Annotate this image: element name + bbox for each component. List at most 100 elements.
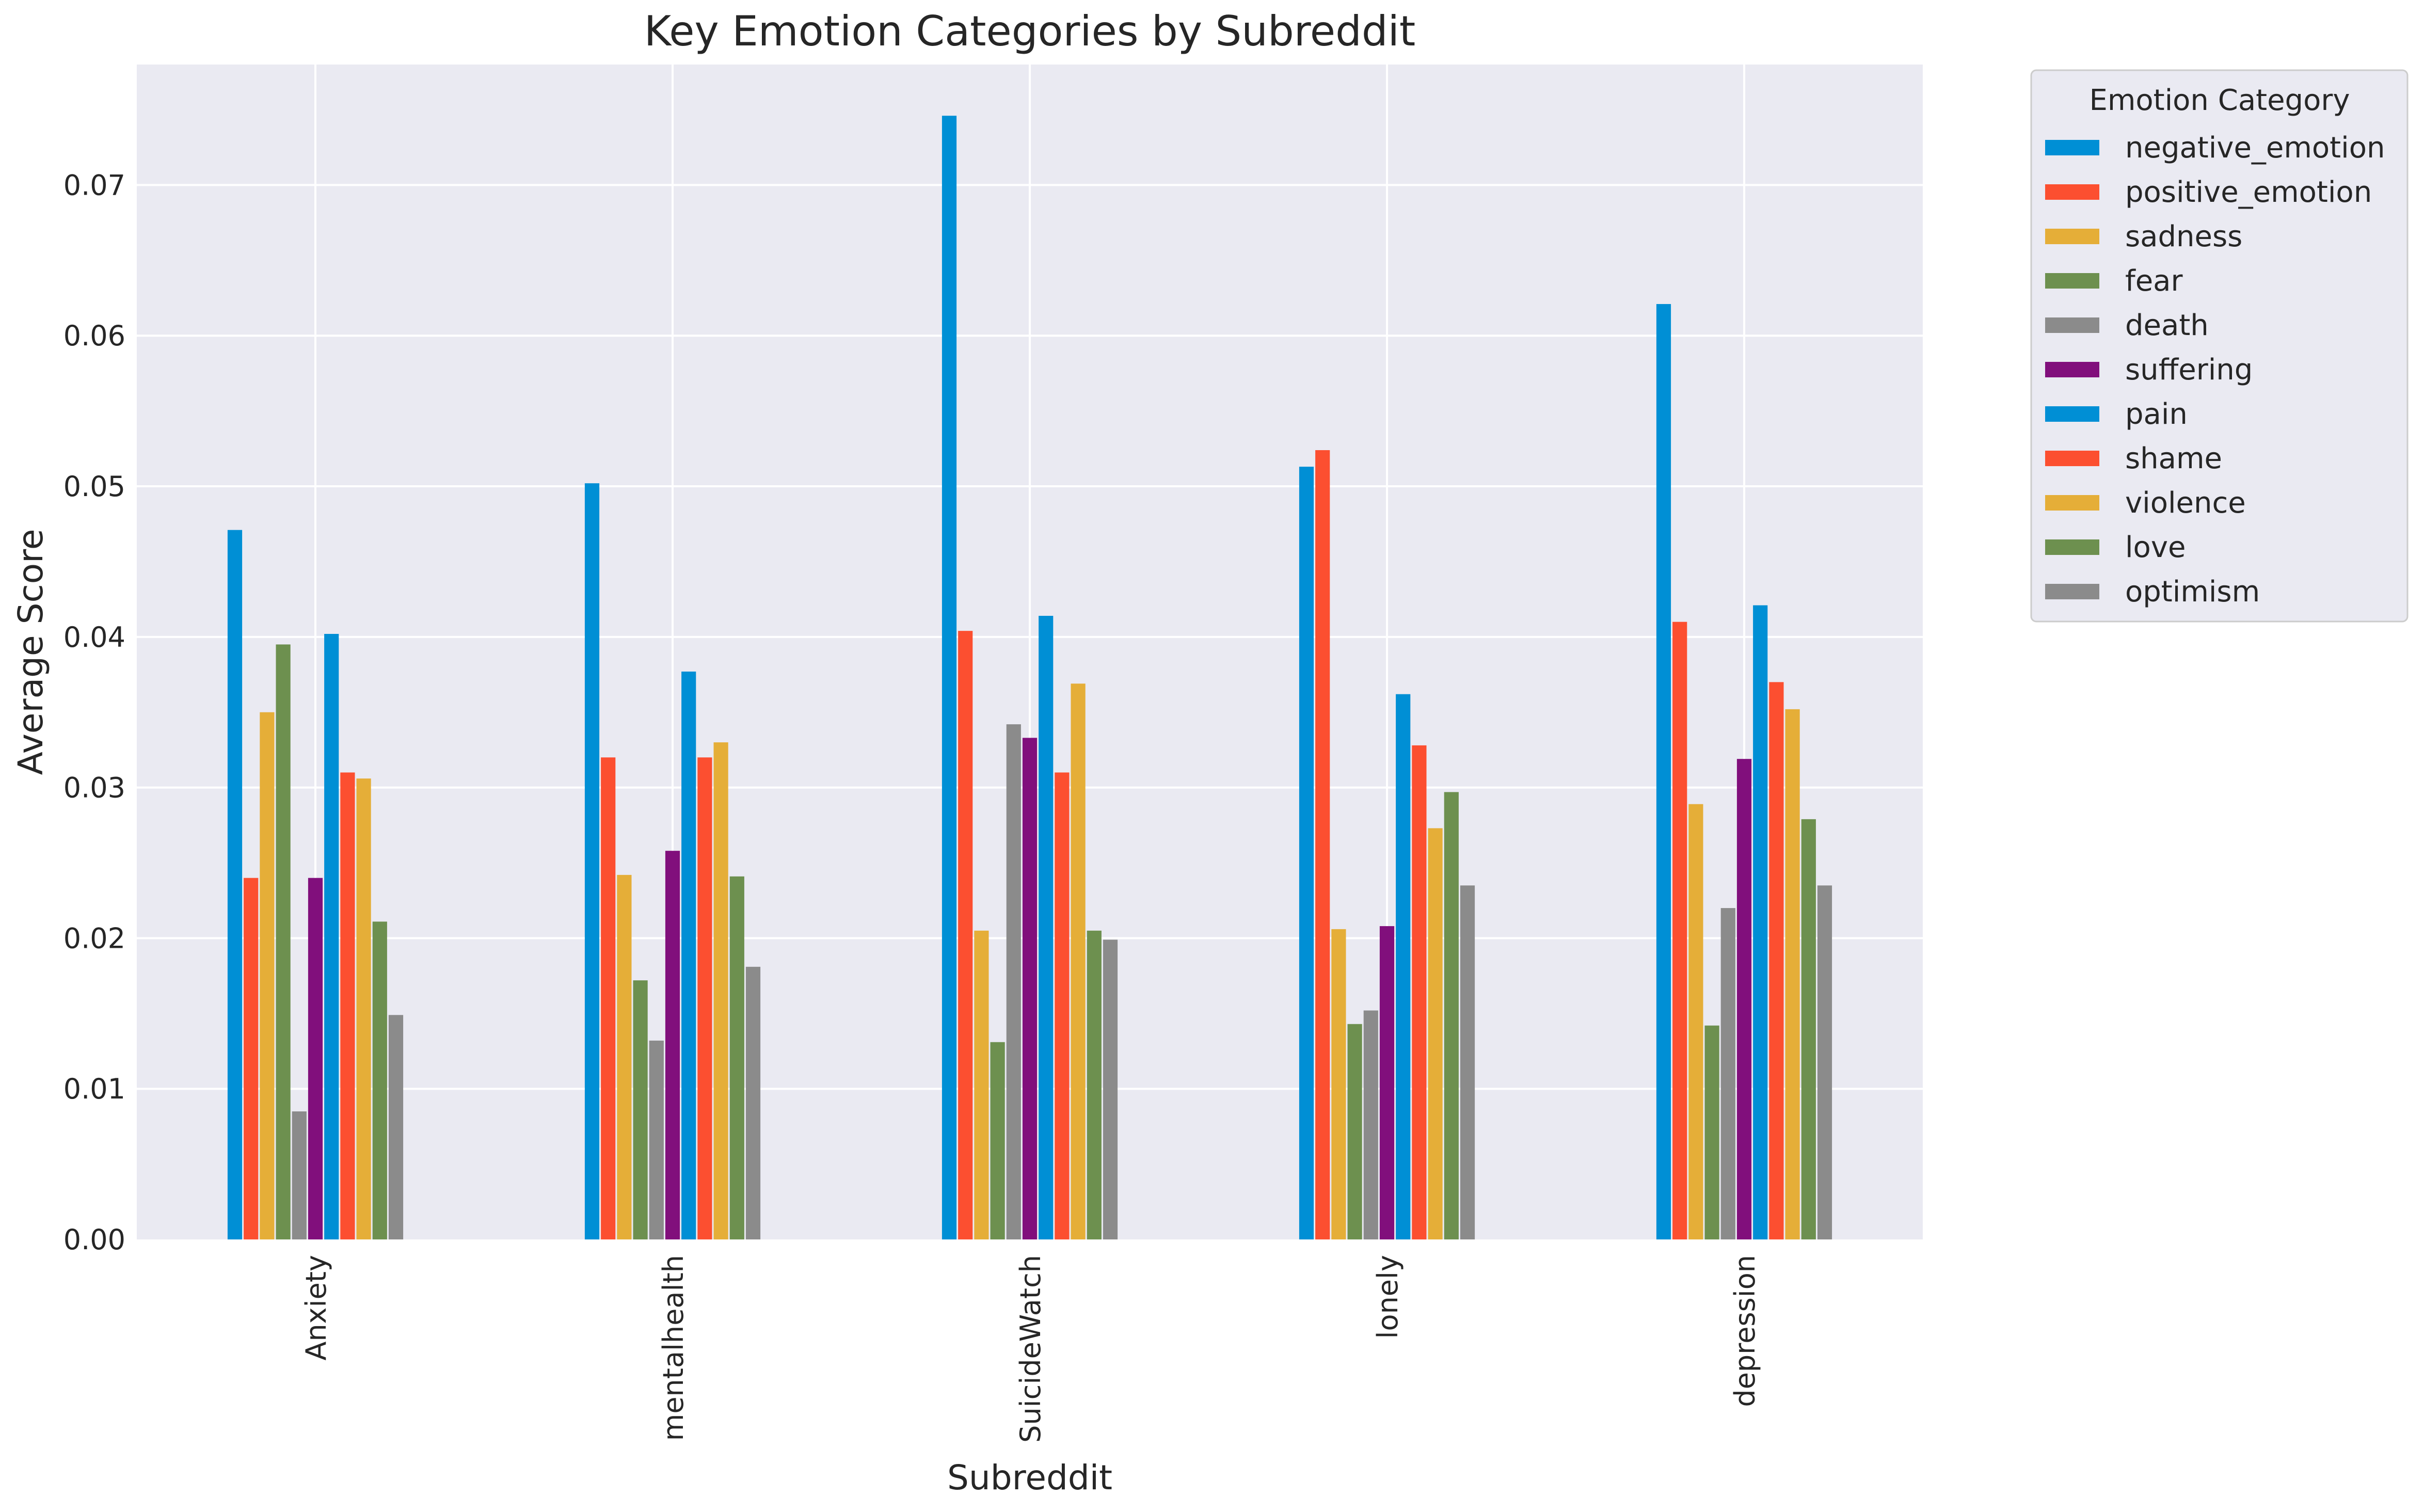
bar-suffering-Anxiety [308, 878, 323, 1239]
y-tick-label: 0.07 [63, 169, 125, 201]
legend-label-death: death [2125, 309, 2209, 342]
bar-sadness-SuicideWatch [974, 930, 989, 1239]
bar-pain-mentalhealth [681, 671, 696, 1239]
bar-shame-lonely [1412, 745, 1427, 1239]
y-tick-label: 0.04 [63, 621, 125, 654]
bar-negative_emotion-SuicideWatch [942, 116, 957, 1240]
bar-love-depression [1801, 819, 1816, 1239]
bar-violence-SuicideWatch [1071, 683, 1086, 1239]
bar-violence-Anxiety [356, 778, 371, 1239]
legend-swatch-optimism [2045, 584, 2099, 599]
bar-sadness-lonely [1331, 929, 1346, 1239]
bar-fear-Anxiety [276, 644, 291, 1239]
bar-death-mentalhealth [649, 1040, 664, 1239]
bar-shame-Anxiety [340, 772, 355, 1239]
bar-negative_emotion-depression [1656, 304, 1671, 1239]
bar-sadness-depression [1688, 804, 1703, 1239]
bar-fear-SuicideWatch [990, 1042, 1005, 1239]
bar-fear-depression [1704, 1025, 1719, 1239]
bar-shame-mentalhealth [697, 757, 712, 1239]
bar-optimism-Anxiety [388, 1015, 404, 1239]
bars-layer [227, 116, 1832, 1240]
bar-negative_emotion-lonely [1299, 467, 1314, 1239]
legend-swatch-violence [2045, 495, 2099, 511]
legend-label-suffering: suffering [2125, 353, 2253, 387]
bar-positive_emotion-depression [1672, 622, 1687, 1239]
legend-title: Emotion Category [2089, 84, 2350, 117]
bar-death-depression [1720, 908, 1735, 1239]
legend-swatch-death [2045, 317, 2099, 333]
legend-swatch-shame [2045, 451, 2099, 466]
legend-swatch-negative_emotion [2045, 140, 2099, 155]
x-tick-label: Anxiety [300, 1255, 332, 1360]
bar-pain-SuicideWatch [1039, 615, 1054, 1239]
bar-violence-mentalhealth [713, 742, 728, 1239]
legend-label-shame: shame [2125, 442, 2222, 475]
x-axis-title: Subreddit [947, 1458, 1112, 1498]
bar-death-lonely [1363, 1010, 1378, 1239]
bar-sadness-Anxiety [260, 712, 275, 1239]
bar-positive_emotion-mentalhealth [601, 757, 616, 1239]
bar-positive_emotion-Anxiety [244, 878, 259, 1239]
y-tick-label: 0.03 [63, 772, 125, 804]
bar-love-mentalhealth [729, 876, 744, 1239]
x-tick-label: mentalhealth [657, 1255, 690, 1441]
legend-label-positive_emotion: positive_emotion [2125, 176, 2372, 209]
x-tick-label: SuicideWatch [1014, 1255, 1047, 1443]
y-tick-label: 0.06 [63, 320, 125, 352]
legend-label-pain: pain [2125, 397, 2188, 431]
legend-swatch-love [2045, 539, 2099, 555]
y-tick-label: 0.05 [63, 470, 125, 503]
bar-optimism-lonely [1460, 885, 1475, 1239]
bar-negative_emotion-Anxiety [227, 530, 243, 1239]
x-tick-label: depression [1729, 1255, 1761, 1407]
bar-shame-SuicideWatch [1055, 772, 1070, 1239]
bar-negative_emotion-mentalhealth [584, 483, 600, 1240]
bar-love-SuicideWatch [1087, 930, 1102, 1239]
legend-label-fear: fear [2125, 264, 2183, 298]
bar-positive_emotion-SuicideWatch [958, 631, 973, 1239]
bar-death-SuicideWatch [1006, 724, 1021, 1239]
legend-swatch-fear [2045, 273, 2099, 289]
legend-swatch-positive_emotion [2045, 184, 2099, 200]
y-tick-label: 0.00 [63, 1223, 125, 1256]
bar-optimism-SuicideWatch [1103, 940, 1118, 1239]
bar-suffering-SuicideWatch [1022, 738, 1038, 1239]
bar-fear-lonely [1347, 1024, 1362, 1239]
y-tick-label: 0.02 [63, 922, 125, 954]
legend-label-optimism: optimism [2125, 575, 2260, 609]
bar-pain-lonely [1396, 694, 1411, 1239]
bar-love-lonely [1444, 792, 1459, 1239]
bar-suffering-depression [1736, 759, 1752, 1239]
y-tick-labels: 0.00 0.01 0.02 0.03 0.04 0.05 0.06 0.07 [63, 169, 125, 1256]
legend-swatch-sadness [2045, 229, 2099, 244]
x-tick-label: lonely [1372, 1255, 1404, 1339]
bar-optimism-depression [1817, 885, 1832, 1239]
y-axis-title: Average Score [11, 529, 51, 775]
legend: Emotion Category negative_emotionpositiv… [2030, 69, 2409, 623]
legend-label-sadness: sadness [2125, 220, 2242, 253]
chart-title: Key Emotion Categories by Subreddit [644, 7, 1416, 55]
bar-violence-lonely [1428, 828, 1443, 1239]
bar-death-Anxiety [292, 1111, 307, 1239]
bar-shame-depression [1769, 682, 1784, 1239]
bar-pain-depression [1753, 605, 1768, 1239]
bar-love-Anxiety [372, 921, 387, 1239]
bar-sadness-mentalhealth [617, 874, 632, 1239]
bar-positive_emotion-lonely [1315, 450, 1330, 1239]
bar-pain-Anxiety [324, 633, 339, 1239]
bar-violence-depression [1785, 709, 1800, 1239]
legend-swatch-suffering [2045, 362, 2099, 377]
bar-fear-mentalhealth [633, 980, 648, 1239]
legend-label-violence: violence [2125, 486, 2246, 520]
legend-label-negative_emotion: negative_emotion [2125, 131, 2385, 165]
legend-frame [2030, 69, 2409, 623]
bar-suffering-mentalhealth [665, 851, 680, 1239]
bar-suffering-lonely [1379, 926, 1395, 1239]
y-tick-label: 0.01 [63, 1073, 125, 1105]
legend-label-love: love [2125, 531, 2186, 564]
legend-swatch-pain [2045, 406, 2099, 422]
x-tick-labels: Anxiety mentalhealth SuicideWatch lonely dep… [300, 1255, 1761, 1443]
